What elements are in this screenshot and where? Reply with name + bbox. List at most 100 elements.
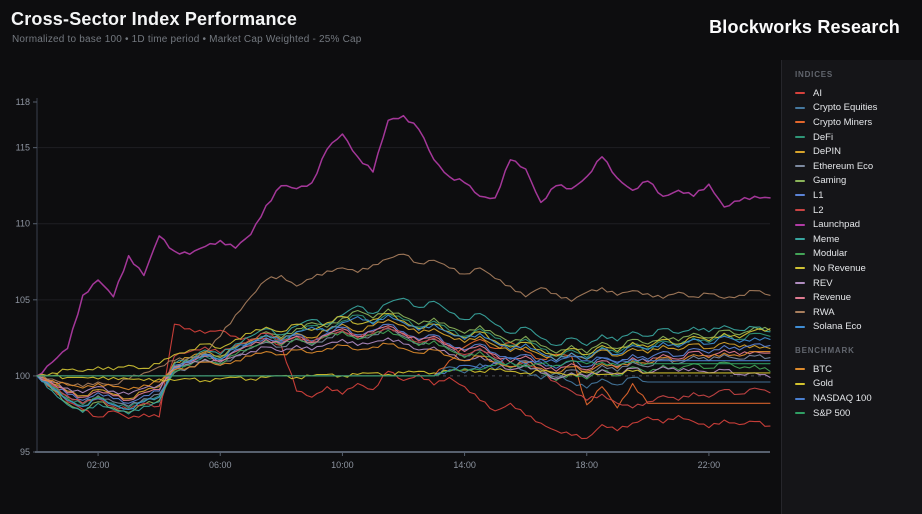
series-label: Solana Eco [813,321,862,333]
header-bar: Cross-Sector Index Performance Normalize… [0,0,922,60]
series-label: DePIN [813,146,841,158]
x-tick-label: 22:00 [698,460,721,470]
series-label: Crypto Miners [813,116,873,128]
y-tick-label: 100 [15,371,30,381]
legend-item-crypto-miners[interactable]: Crypto Miners [795,115,916,130]
legend-item-ethereum-eco[interactable]: Ethereum Eco [795,159,916,174]
legend-group-benchmark: BENCHMARK [795,346,855,356]
series-color-swatch [795,397,805,400]
series-color-swatch [795,325,805,328]
legend-item-btc[interactable]: BTC [795,362,916,377]
series-label: Revenue [813,292,852,304]
y-tick-label: 105 [15,295,30,305]
x-tick-label: 06:00 [209,460,232,470]
legend-item-ai[interactable]: AI [795,86,916,101]
legend-item-gold[interactable]: Gold [795,377,916,392]
legend-item-meme[interactable]: Meme [795,232,916,247]
legend-item-l2[interactable]: L2 [795,203,916,218]
series-label: S&P 500 [813,407,851,419]
series-line-btc [36,342,771,391]
series-label: Modular [813,248,848,260]
legend-item-revenue[interactable]: Revenue [795,290,916,305]
legend-item-nasdaq-100[interactable]: NASDAQ 100 [795,391,916,406]
x-tick-label: 18:00 [575,460,598,470]
series-label: Gaming [813,175,847,187]
series-color-swatch [795,179,805,182]
legend-item-s-p-500[interactable]: S&P 500 [795,406,916,421]
series-line-l1 [36,323,771,404]
legend-item-gaming[interactable]: Gaming [795,174,916,189]
series-color-swatch [795,209,805,212]
series-color-swatch [795,223,805,226]
line-chart-canvas[interactable]: 95 100 105 110 115 118 02:00 06:00 10:00 14:00 18:… [0,60,781,514]
chart-subtitle: Normalized to base 100 • 1D time period … [12,34,362,45]
series-color-swatch [795,382,805,385]
series-color-swatch [795,412,805,415]
x-tick-label: 10:00 [331,460,354,470]
series-color-swatch [795,368,805,371]
legend-item-solana-eco[interactable]: Solana Eco [795,320,916,335]
series-label: Gold [813,378,834,390]
series-color-swatch [795,311,805,314]
legend-group-indices: INDICES [795,70,834,79]
series-line-ai [36,323,771,440]
series-label: BTC [813,363,832,375]
brand-logo: Blockworks Research [709,17,900,37]
series-label: Ethereum Eco [813,160,874,172]
series-line-crypto-miners [36,338,771,409]
legend-item-rev[interactable]: REV [795,276,916,291]
series-color-swatch [795,165,805,168]
series-label: NASDAQ 100 [813,393,872,405]
series-color-swatch [795,296,805,299]
series-color-swatch [795,238,805,241]
series-line-gold [36,368,771,383]
legend-item-modular[interactable]: Modular [795,247,916,262]
legend-item-l1[interactable]: L1 [795,188,916,203]
series-line-launchpad [36,114,771,377]
series-line-solana-eco [36,314,771,410]
series-line-defi [36,312,771,409]
legend-indices-list: AI Crypto Equities Crypto Miners DeFi DePIN E… [795,86,916,334]
legend-item-crypto-equities[interactable]: Crypto Equities [795,101,916,116]
series-label: Crypto Equities [813,102,878,114]
series-color-swatch [795,136,805,139]
series-color-swatch [795,282,805,285]
series-color-swatch [795,121,805,124]
x-tick-label: 14:00 [453,460,476,470]
series-label: L2 [813,204,824,216]
legend-panel: INDICES AI Crypto Equities Crypto Miners De… [781,60,922,514]
legend-item-rwa[interactable]: RWA [795,305,916,320]
series-line-no-revenue [36,312,771,377]
y-tick-label: 118 [16,97,30,107]
series-line-rwa [36,253,771,388]
series-color-swatch [795,194,805,197]
legend-item-launchpad[interactable]: Launchpad [795,217,916,232]
series-line-gaming [36,308,771,413]
legend-benchmark-list: BTC Gold NASDAQ 100 S&P 500 [795,362,916,420]
series-label: REV [813,277,833,289]
series-color-swatch [795,252,805,255]
performance-chart[interactable]: 95 100 105 110 115 118 02:00 06:00 10:00 14:00 18:… [0,60,781,514]
series-label: Launchpad [813,219,861,231]
series-color-swatch [795,92,805,95]
legend-item-depin[interactable]: DePIN [795,144,916,159]
x-tick-label: 02:00 [87,460,110,470]
y-tick-label: 95 [20,447,30,457]
series-label: AI [813,87,822,99]
legend-item-no-revenue[interactable]: No Revenue [795,261,916,276]
series-label: L1 [813,189,824,201]
page-title: Cross-Sector Index Performance [11,9,298,29]
series-line-depin [36,319,771,400]
series-label: Meme [813,233,840,245]
series-line-revenue [36,325,771,402]
legend-item-defi[interactable]: DeFi [795,130,916,145]
series-color-swatch [795,106,805,109]
y-tick-label: 115 [16,143,30,153]
series-line-l2 [36,326,771,410]
series-line-meme [36,297,771,415]
series-label: RWA [813,306,835,318]
series-line-s-p-500 [36,360,771,377]
series-color-swatch [795,267,805,270]
series-label: No Revenue [813,262,866,274]
y-tick-label: 110 [16,219,30,229]
